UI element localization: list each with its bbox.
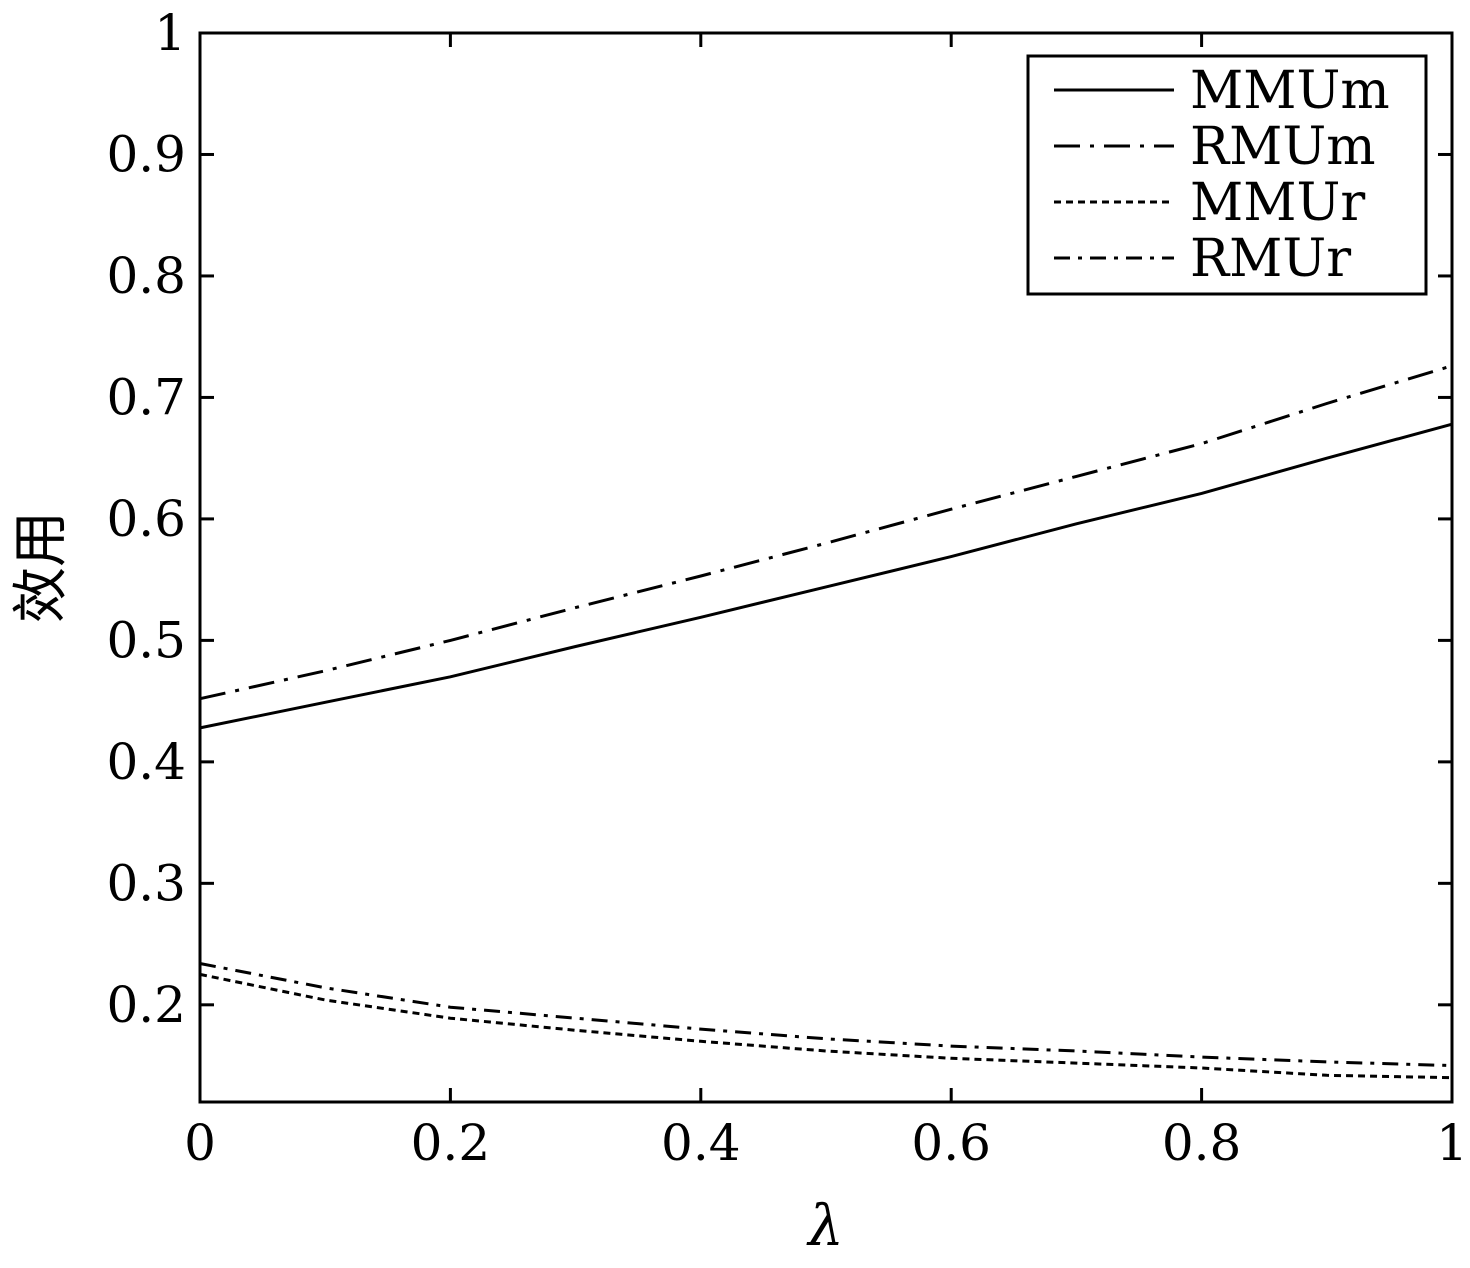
x-tick-label: 0: [184, 1114, 216, 1172]
series-line-rmum: [199, 364, 1453, 701]
y-tick-label: 0.6: [106, 490, 186, 548]
y-tick-label: 1: [154, 4, 186, 62]
x-tick-label: 0.4: [661, 1114, 741, 1172]
x-tick-label: 0.2: [411, 1114, 491, 1172]
x-axis-label: λ: [806, 1194, 844, 1259]
y-tick-label: 0.2: [106, 976, 186, 1034]
x-tick-label: 0.6: [911, 1114, 991, 1172]
x-tick-label: 1: [1436, 1114, 1468, 1172]
series-line-mmum: [199, 422, 1453, 730]
y-tick-label: 0.4: [106, 733, 186, 791]
y-tick-label: 0.7: [106, 368, 186, 426]
tick-layer: [198, 31, 1454, 1102]
series-line-mmur: [199, 972, 1453, 1080]
legend-label-rmur: RMUr: [1190, 229, 1351, 289]
x-tick-label: 0.8: [1162, 1114, 1242, 1172]
legend-label-mmur: MMUr: [1190, 173, 1365, 233]
legend-box: [1026, 54, 1428, 296]
series-line-rmur: [199, 962, 1453, 1068]
y-axis-label: 效用: [9, 511, 74, 623]
y-tick-label: 0.9: [106, 125, 186, 183]
series-layer: [199, 364, 1453, 1080]
legend-label-mmum: MMUm: [1190, 61, 1390, 121]
y-tick-label: 0.3: [106, 854, 186, 912]
y-tick-label: 0.8: [106, 247, 186, 305]
plot-frame: [198, 31, 1454, 1104]
y-tick-label: 0.5: [106, 611, 186, 669]
tick-label-layer: 0 0.2 0.4 0.6 0.8 1 0.2 0.3 0.4 0.5 0.6 0.7 0.8 0.9 1: [106, 4, 1467, 1172]
legend-label-rmum: RMUm: [1190, 117, 1376, 177]
